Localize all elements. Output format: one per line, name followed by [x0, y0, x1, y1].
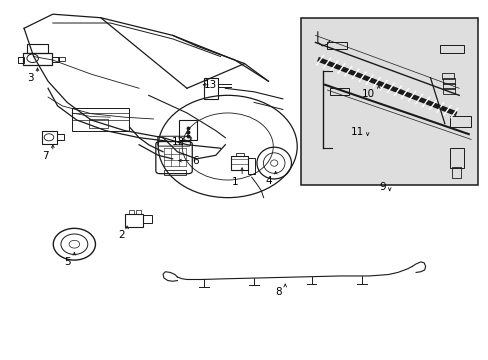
Text: 3: 3: [27, 73, 34, 84]
Bar: [448, 117, 470, 127]
Bar: [247, 158, 255, 174]
Text: 7: 7: [42, 151, 49, 161]
Bar: [442, 78, 454, 84]
Bar: [27, 44, 48, 53]
Bar: [204, 78, 217, 99]
Bar: [89, 119, 108, 128]
Bar: [18, 57, 24, 63]
Bar: [58, 57, 65, 61]
Bar: [439, 45, 463, 53]
Bar: [442, 83, 454, 89]
Bar: [52, 57, 59, 62]
Bar: [164, 170, 185, 175]
Text: 4: 4: [265, 176, 272, 186]
Bar: [329, 87, 348, 95]
Bar: [235, 153, 243, 156]
Bar: [451, 167, 460, 178]
Text: 12: 12: [171, 137, 184, 147]
Bar: [327, 42, 346, 49]
Text: 11: 11: [350, 127, 364, 137]
Text: 5: 5: [64, 257, 71, 267]
Text: 2: 2: [118, 230, 124, 240]
FancyBboxPatch shape: [301, 18, 477, 185]
Text: 13: 13: [203, 80, 217, 90]
Bar: [57, 134, 64, 140]
Bar: [231, 156, 248, 171]
Text: 10: 10: [362, 89, 375, 99]
Bar: [42, 131, 57, 144]
Bar: [442, 73, 453, 80]
Bar: [129, 210, 134, 214]
Bar: [142, 215, 151, 223]
Bar: [136, 210, 140, 214]
Bar: [448, 148, 463, 168]
Bar: [179, 120, 196, 140]
Text: 1: 1: [231, 177, 238, 187]
Bar: [72, 108, 129, 131]
Bar: [124, 214, 142, 227]
Bar: [23, 53, 52, 66]
Bar: [442, 88, 454, 94]
Text: 9: 9: [379, 183, 386, 192]
Text: 8: 8: [274, 287, 281, 297]
Text: 6: 6: [192, 156, 199, 166]
